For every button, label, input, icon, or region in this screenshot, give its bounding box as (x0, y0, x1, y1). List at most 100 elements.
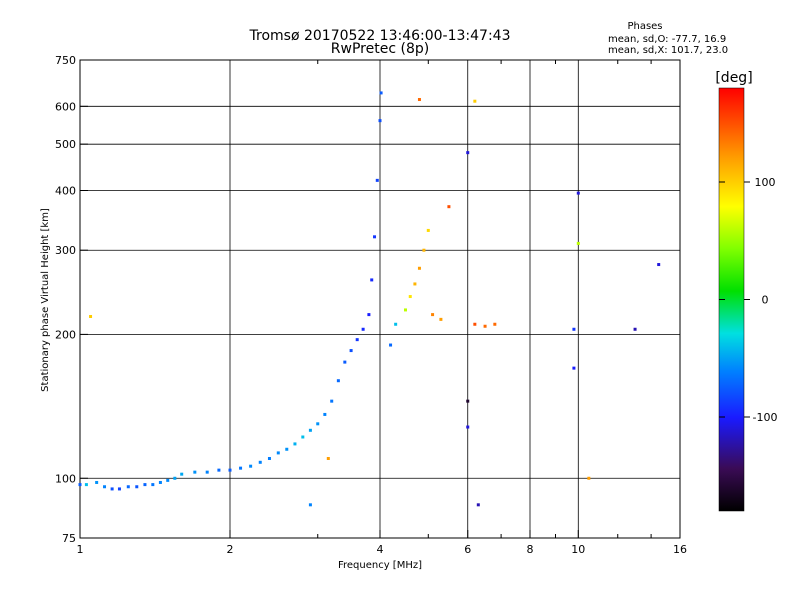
stats-title: Phases (627, 21, 662, 32)
data-point (373, 235, 377, 239)
data-point (466, 399, 470, 403)
data-point (217, 468, 221, 472)
data-point (431, 313, 435, 317)
data-point (403, 308, 407, 312)
data-point (439, 317, 443, 321)
x-axis: 1 2 4 6 8 10 16 (77, 60, 687, 556)
y-axis-label: Stationary phase Virtual Height [km] (40, 208, 51, 392)
data-point (249, 464, 253, 468)
data-point (572, 327, 576, 331)
data-point (367, 313, 371, 317)
x-tick-label: 8 (527, 543, 534, 556)
y-tick-label: 300 (55, 244, 76, 257)
chart-title: Tromsø 20170522 13:46:00-13:47:43 (249, 28, 511, 44)
data-point (657, 263, 661, 267)
data-point (466, 425, 470, 429)
colorbar-tick-label: 0 (762, 294, 769, 307)
data-point (89, 314, 93, 318)
data-point (483, 324, 487, 328)
x-tick-label: 4 (377, 543, 384, 556)
data-point (308, 503, 312, 507)
data-point (205, 470, 209, 474)
data-point (95, 480, 99, 484)
data-point (343, 360, 347, 364)
grid-lines (80, 60, 680, 538)
colorbar-label: [deg] (715, 70, 752, 86)
data-point (117, 487, 121, 491)
y-axis: 75 100 200 300 400 500 600 750 (55, 54, 88, 545)
data-point (413, 282, 417, 286)
data-point (293, 442, 297, 446)
data-point (308, 428, 312, 432)
data-point (193, 470, 197, 474)
data-point (473, 322, 477, 326)
data-point (78, 483, 82, 487)
data-point (166, 478, 170, 482)
data-point (417, 266, 421, 270)
x-tick-label: 1 (77, 543, 84, 556)
x-tick-label: 6 (464, 543, 471, 556)
data-point (493, 322, 497, 326)
x-tick-label: 16 (673, 543, 687, 556)
data-point (228, 468, 232, 472)
y-tick-label: 75 (62, 532, 76, 545)
x-tick-label: 10 (571, 543, 585, 556)
data-point (473, 99, 477, 103)
data-point (394, 322, 398, 326)
data-point (466, 151, 470, 155)
data-point (426, 228, 430, 232)
y-tick-label: 400 (55, 184, 76, 197)
data-point (447, 205, 451, 209)
data-point (267, 456, 271, 460)
data-point (576, 191, 580, 195)
data-point (103, 485, 107, 489)
data-point (417, 98, 421, 102)
data-point (379, 91, 383, 95)
data-point (375, 178, 379, 182)
colorbar-tick-label: 100 (755, 176, 776, 189)
data-point (336, 379, 340, 383)
data-point (276, 451, 280, 455)
data-point (587, 476, 591, 480)
data-point (326, 456, 330, 460)
y-tick-label: 100 (55, 472, 76, 485)
data-point (330, 399, 334, 403)
data-point (239, 466, 243, 470)
data-point (370, 278, 374, 282)
data-point (158, 480, 162, 484)
colorbar-tick-label: -100 (753, 411, 778, 424)
data-point (422, 248, 426, 252)
data-point (378, 119, 382, 123)
data-points (78, 91, 661, 507)
data-point (180, 472, 184, 476)
data-point (476, 503, 480, 507)
data-point (84, 483, 88, 487)
data-point (572, 366, 576, 370)
data-point (633, 327, 637, 331)
data-point (361, 327, 365, 331)
data-point (301, 435, 305, 439)
data-point (316, 422, 320, 426)
colorbar-ticks: 100 0 -100 (719, 176, 777, 424)
data-point (576, 241, 580, 245)
chart-subtitle: RwPretec (8p) (331, 41, 429, 57)
data-point (135, 485, 139, 489)
data-point (323, 412, 327, 416)
data-point (258, 460, 262, 464)
y-tick-label: 500 (55, 138, 76, 151)
stats-line-x: mean, sd,X: 101.7, 23.0 (608, 45, 728, 56)
data-point (110, 487, 114, 491)
data-point (408, 295, 412, 299)
data-point (389, 343, 393, 347)
y-tick-label: 200 (55, 328, 76, 341)
data-point (173, 476, 177, 480)
data-point (355, 338, 359, 342)
data-point (285, 447, 289, 451)
data-point (143, 483, 147, 487)
y-tick-label: 600 (55, 100, 76, 113)
stats-line-o: mean, sd,O: -77.7, 16.9 (608, 34, 726, 45)
x-axis-label: Frequency [MHz] (338, 560, 422, 571)
data-point (349, 349, 353, 353)
data-point (126, 485, 130, 489)
